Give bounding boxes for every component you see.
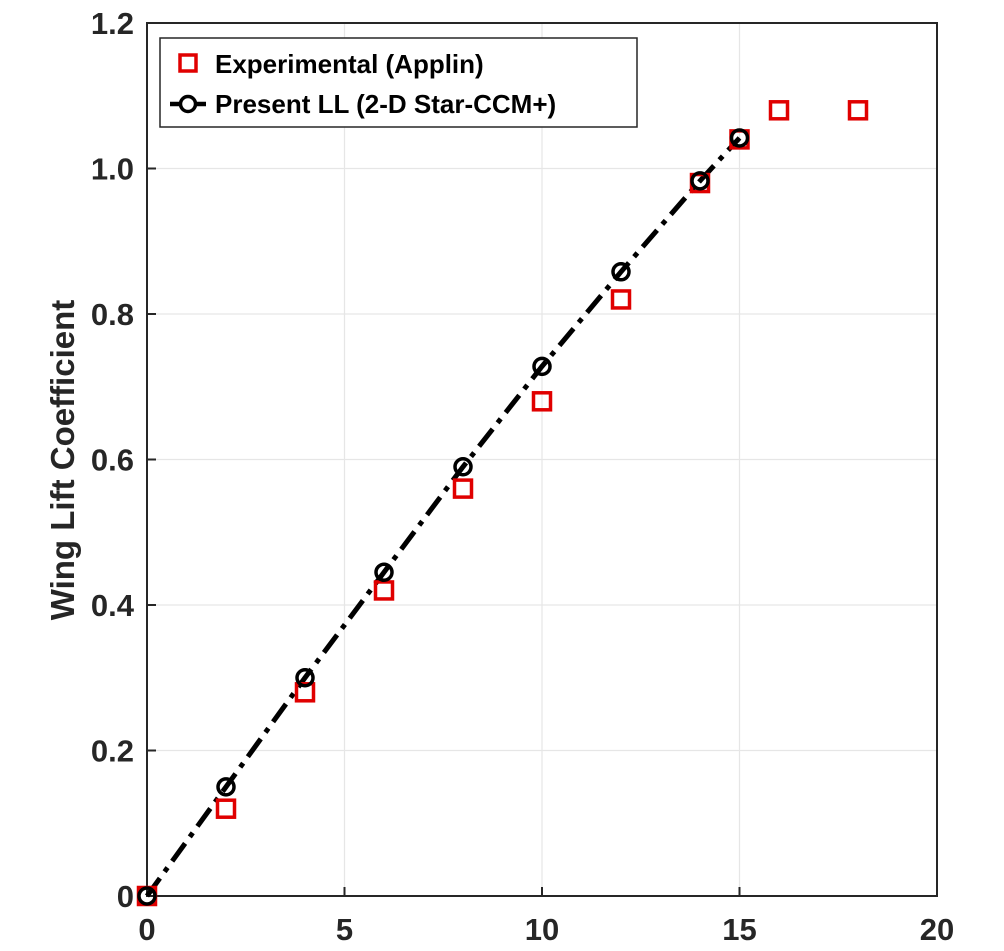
y-tick-label: 0.6 bbox=[91, 443, 134, 478]
present-ll-point bbox=[295, 668, 315, 688]
x-tick-label: 10 bbox=[525, 912, 559, 947]
experimental-point bbox=[452, 478, 474, 499]
present-ll-point bbox=[729, 128, 750, 148]
y-tick-label: 1.0 bbox=[91, 152, 134, 187]
y-tick-label: 0.2 bbox=[91, 734, 134, 769]
present-ll-point bbox=[374, 562, 394, 583]
x-tick-label: 20 bbox=[920, 912, 954, 947]
legend: Experimental (Applin) Present LL (2-D St… bbox=[159, 37, 638, 128]
y-tick-label: 0 bbox=[117, 879, 134, 914]
legend-label-experimental: Experimental (Applin) bbox=[215, 49, 484, 79]
y-tick-label: 0.8 bbox=[91, 297, 134, 332]
y-axis-label: Wing Lift Coefficient bbox=[44, 300, 81, 621]
grid bbox=[146, 22, 938, 897]
experimental-point bbox=[373, 580, 395, 601]
legend-label-present-ll: Present LL (2-D Star-CCM+) bbox=[215, 89, 556, 119]
present-ll-point bbox=[611, 262, 631, 282]
experimental-point bbox=[215, 798, 237, 819]
legend-square-marker bbox=[178, 53, 198, 73]
experimental-point bbox=[294, 682, 316, 703]
legend-circle-marker bbox=[178, 94, 198, 114]
ticks: 0 5 10 15 20 0 0.2 0.4 0.6 0.8 1.0 1.2 bbox=[91, 6, 954, 947]
present-ll-point bbox=[532, 356, 552, 377]
experimental-point bbox=[847, 100, 869, 121]
series bbox=[136, 100, 869, 907]
legend-box bbox=[159, 37, 638, 128]
y-tick-label: 1.2 bbox=[91, 6, 134, 41]
present-ll-point bbox=[216, 777, 236, 797]
experimental-point bbox=[768, 100, 790, 121]
y-tick-label: 0.4 bbox=[91, 588, 135, 623]
x-tick-label: 0 bbox=[138, 912, 155, 947]
experimental-point bbox=[610, 289, 632, 310]
present-ll-point bbox=[453, 457, 473, 477]
present-ll-point bbox=[690, 171, 710, 191]
present-ll-point bbox=[137, 886, 157, 906]
x-tick-label: 5 bbox=[336, 912, 353, 947]
experimental-point bbox=[531, 391, 553, 412]
x-tick-label: 15 bbox=[722, 912, 756, 947]
series-line-present-ll bbox=[144, 136, 742, 898]
